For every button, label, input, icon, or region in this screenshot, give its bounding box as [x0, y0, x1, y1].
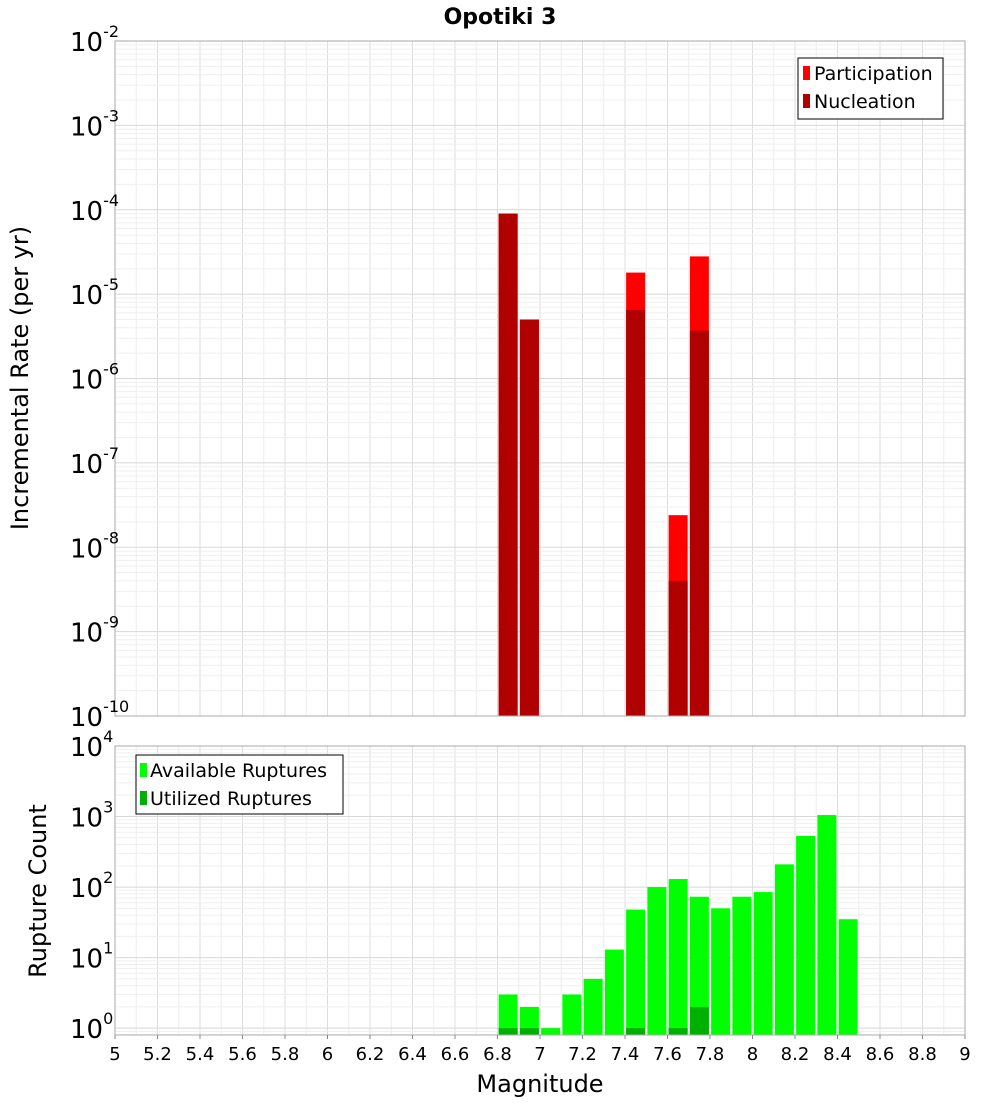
bottom-bar-available-ruptures	[562, 994, 582, 1035]
bottom-bar-available-ruptures	[604, 949, 624, 1035]
bottom-legend-box	[135, 754, 344, 815]
top-bar-nucleation	[668, 580, 688, 716]
bottom-y-tick-label: 104	[70, 727, 113, 763]
top-y-tick-label: 10-5	[70, 275, 119, 311]
x-tick-label: 7.2	[568, 1044, 597, 1065]
bottom-bar-utilized-ruptures	[626, 1028, 646, 1035]
x-tick-label: 7.4	[611, 1044, 640, 1065]
bottom-bar-utilized-ruptures	[519, 1028, 539, 1035]
legend-swatch-utilized-ruptures	[140, 791, 147, 805]
bottom-y-tick-label: 103	[70, 798, 113, 834]
top-plot-frame	[114, 40, 966, 717]
x-tick-label: 5	[109, 1044, 120, 1065]
top-bar-nucleation	[498, 213, 518, 717]
top-y-tick-label: 10-6	[70, 360, 119, 396]
bottom-bar-available-ruptures	[796, 835, 816, 1035]
top-y-tick-label: 10-2	[70, 22, 119, 58]
legend-label-nucleation: Nucleation	[814, 91, 916, 113]
x-tick-label: 6.2	[356, 1044, 385, 1065]
x-tick-label: 8.4	[823, 1044, 852, 1065]
top-y-tick-label: 10-3	[70, 106, 119, 142]
chart-title: Opotiki 3	[444, 5, 557, 30]
top-bar-nucleation	[519, 319, 539, 716]
bottom-bar-available-ruptures	[689, 896, 709, 1035]
top-bar-nucleation	[689, 330, 709, 716]
bottom-bar-available-ruptures	[626, 909, 646, 1035]
bottom-bar-utilized-ruptures	[498, 1028, 518, 1035]
bottom-bar-available-ruptures	[732, 896, 752, 1035]
bottom-bar-available-ruptures	[498, 994, 518, 1035]
bottom-bar-available-ruptures	[817, 815, 837, 1035]
x-tick-label: 6.8	[483, 1044, 512, 1065]
top-y-axis-label: Incremental Rate (per yr)	[6, 226, 34, 530]
bottom-bar-utilized-ruptures	[689, 1006, 709, 1035]
bottom-bar-utilized-ruptures	[668, 1028, 688, 1035]
x-tick-label: 8.2	[781, 1044, 810, 1065]
top-y-tick-label: 10-8	[70, 528, 119, 564]
x-tick-label: 5.4	[186, 1044, 215, 1065]
bottom-bar-available-ruptures	[838, 919, 858, 1035]
x-tick-label: 9	[959, 1044, 970, 1065]
bottom-bar-available-ruptures	[583, 978, 603, 1035]
top-bar-nucleation	[626, 309, 646, 716]
x-tick-label: 7.8	[696, 1044, 725, 1065]
bottom-y-axis-label: Rupture Count	[24, 804, 52, 978]
x-tick-label: 6.6	[441, 1044, 470, 1065]
x-tick-label: 8	[747, 1044, 758, 1065]
legend-label-participation: Participation	[814, 63, 933, 85]
x-tick-label: 6	[322, 1044, 333, 1065]
top-y-tick-label: 10-4	[70, 191, 119, 227]
legend-swatch-available-ruptures	[140, 763, 147, 777]
x-tick-label: 6.4	[398, 1044, 427, 1065]
top-y-tick-label: 10-9	[70, 613, 119, 649]
top-plot: 10-10 10-9 10-8 10-7 10-6 10-5 10-4 10-3 10-2	[70, 22, 966, 733]
x-tick-label: 5.8	[271, 1044, 300, 1065]
bottom-bar-available-ruptures	[753, 892, 773, 1035]
top-y-tick-label: 10-10	[70, 697, 129, 733]
bottom-bar-available-ruptures	[774, 864, 794, 1035]
x-tick-label: 8.8	[908, 1044, 937, 1065]
x-tick-label: 8.6	[866, 1044, 895, 1065]
legend-swatch-participation	[803, 66, 810, 80]
x-tick-label: 5.6	[228, 1044, 257, 1065]
bottom-bar-available-ruptures	[711, 908, 731, 1035]
bottom-bar-available-ruptures	[668, 879, 688, 1035]
bottom-bar-available-ruptures	[647, 887, 667, 1035]
bottom-y-tick-label: 101	[70, 939, 113, 975]
top-legend-box	[797, 57, 944, 120]
top-y-tick-label: 10-7	[70, 444, 119, 480]
x-axis-label: Magnitude	[476, 1070, 603, 1098]
legend-swatch-nucleation	[803, 94, 810, 108]
legend-label-available-ruptures: Available Ruptures	[150, 760, 327, 782]
legend-label-utilized-ruptures: Utilized Ruptures	[150, 788, 312, 810]
bottom-bar-available-ruptures	[541, 1028, 561, 1035]
top-legend: Participation Nucleation	[797, 57, 944, 120]
bottom-legend: Available Ruptures Utilized Ruptures	[135, 754, 344, 815]
bottom-y-tick-label: 100	[70, 1009, 113, 1045]
bottom-y-tick-label: 102	[70, 868, 113, 904]
x-tick-label: 7.6	[653, 1044, 682, 1065]
x-tick-label: 7	[534, 1044, 545, 1065]
x-tick-label: 5.2	[143, 1044, 172, 1065]
bottom-bar-available-ruptures	[519, 1006, 539, 1035]
